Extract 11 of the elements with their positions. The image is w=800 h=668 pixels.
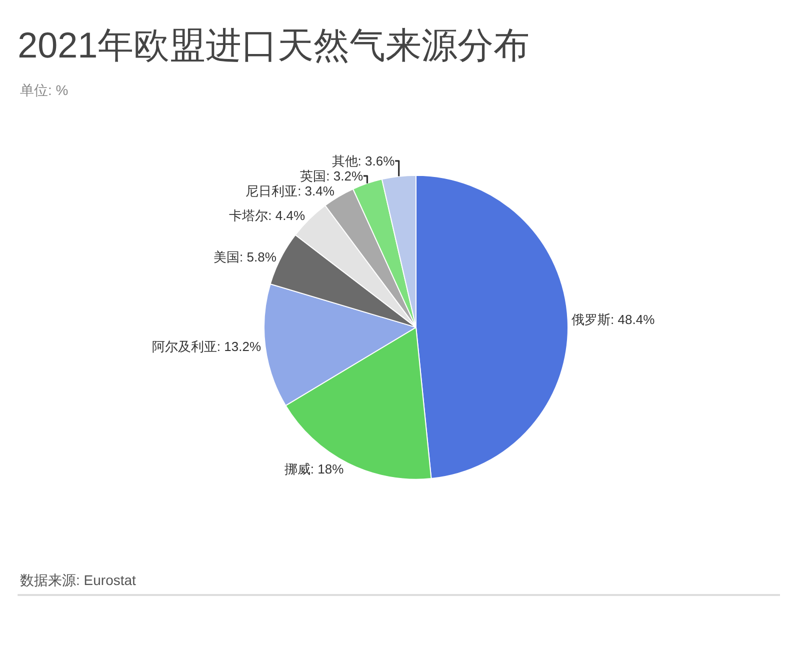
- slice-label: 英国: 3.2%: [300, 168, 364, 184]
- source-note: 数据来源: Eurostat: [20, 572, 136, 588]
- slice-label: 其他: 3.6%: [332, 153, 396, 168]
- slice-label: 美国: 5.8%: [214, 249, 277, 264]
- slice-label: 俄罗斯: 48.4%: [572, 312, 656, 328]
- slice-label: 卡塔尔: 4.4%: [229, 208, 306, 223]
- chart-title: 2021年欧盟进口天然气来源分布: [18, 24, 530, 66]
- slice-label: 阿尔及利亚: 13.2%: [152, 338, 262, 354]
- slice-label: 挪威: 18%: [284, 462, 344, 477]
- chart-subtitle: 单位: %: [20, 82, 68, 98]
- slice-label: 尼日利亚: 3.4%: [246, 183, 335, 198]
